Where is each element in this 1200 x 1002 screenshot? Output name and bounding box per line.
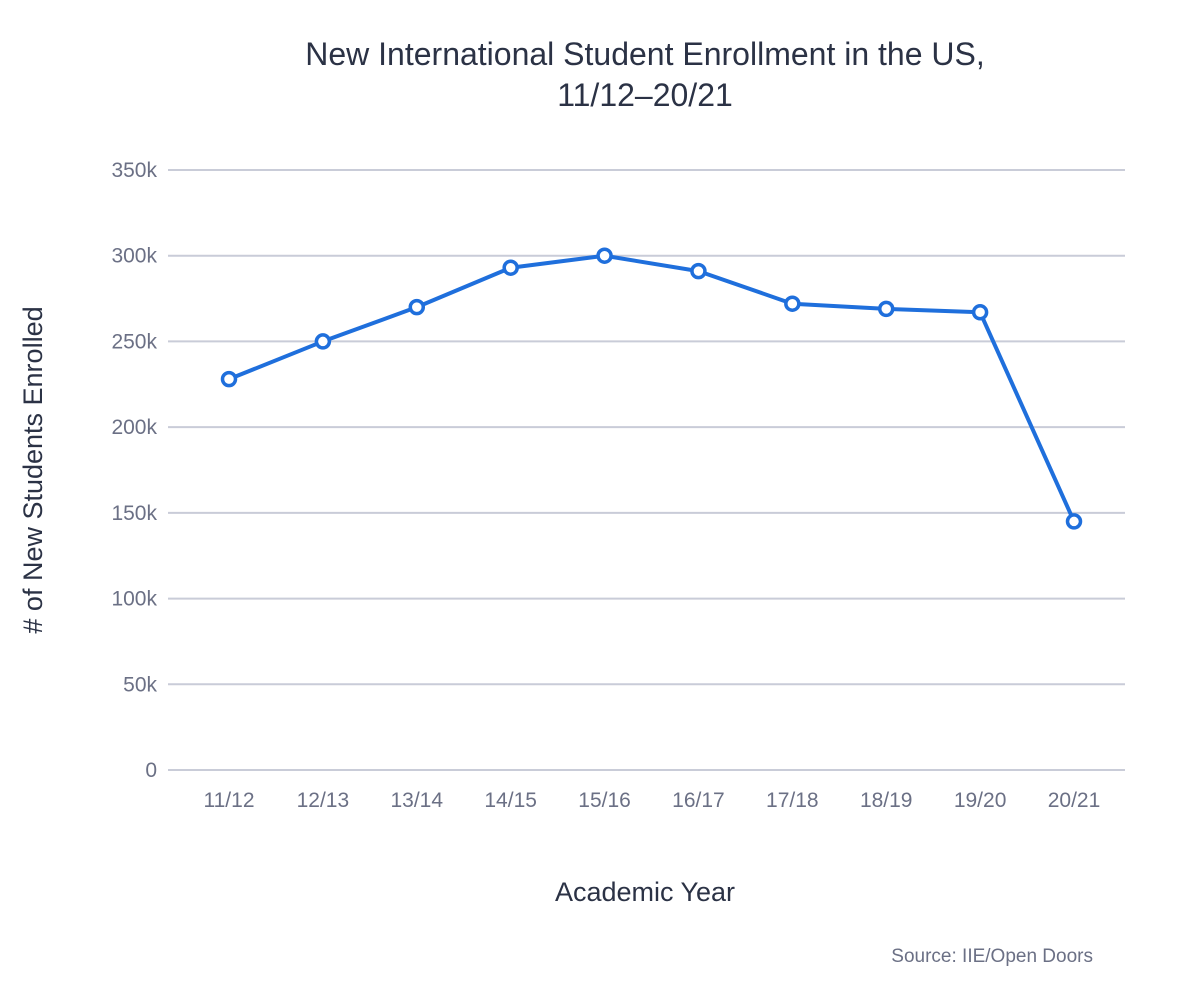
chart-title-line-1: New International Student Enrollment in … [305, 36, 984, 72]
data-point [690, 262, 707, 280]
x-tick-label: 13/14 [390, 789, 443, 812]
series-group [220, 247, 1083, 530]
data-point [314, 333, 332, 350]
source-note: Source: IIE/Open Doors [891, 946, 1093, 967]
data-point [220, 370, 238, 388]
y-axis-ticks: 0 50k 100k 150k 200k 250k 300k 350k [111, 159, 157, 782]
x-tick-label: 12/13 [297, 789, 350, 812]
y-tick-label: 150k [111, 502, 157, 525]
x-axis-ticks: 11/12 12/13 13/14 14/15 15/16 16/17 17/18 18/19… [204, 789, 1101, 812]
y-tick-label: 50k [123, 673, 157, 696]
y-axis-title: # of New Students Enrolled [18, 306, 48, 633]
chart-title: New International Student Enrollment in … [305, 36, 984, 113]
x-tick-label: 20/21 [1048, 789, 1101, 812]
y-tick-label: 200k [111, 416, 157, 439]
x-tick-label: 17/18 [766, 789, 819, 812]
y-tick-label: 250k [111, 330, 157, 353]
data-point [596, 247, 613, 264]
x-tick-label: 18/19 [860, 789, 913, 812]
data-point [971, 304, 989, 321]
data-point [784, 295, 801, 312]
y-tick-label: 0 [145, 759, 157, 782]
data-point [408, 298, 426, 316]
x-tick-label: 16/17 [672, 789, 725, 812]
x-tick-label: 11/12 [204, 789, 255, 812]
y-tick-label: 350k [111, 159, 157, 182]
data-point [502, 259, 519, 276]
x-tick-label: 15/16 [578, 789, 631, 812]
data-point [1065, 513, 1083, 530]
data-point [877, 300, 895, 318]
series-line [227, 253, 1076, 524]
x-tick-label: 14/15 [484, 789, 537, 812]
y-tick-label: 300k [111, 245, 157, 268]
x-axis-title: Academic Year [555, 877, 735, 907]
chart-title-line-2: 11/12–20/21 [557, 77, 733, 113]
y-tick-label: 100k [111, 588, 157, 611]
x-tick-label: 19/20 [954, 789, 1007, 812]
gridlines [168, 169, 1125, 771]
